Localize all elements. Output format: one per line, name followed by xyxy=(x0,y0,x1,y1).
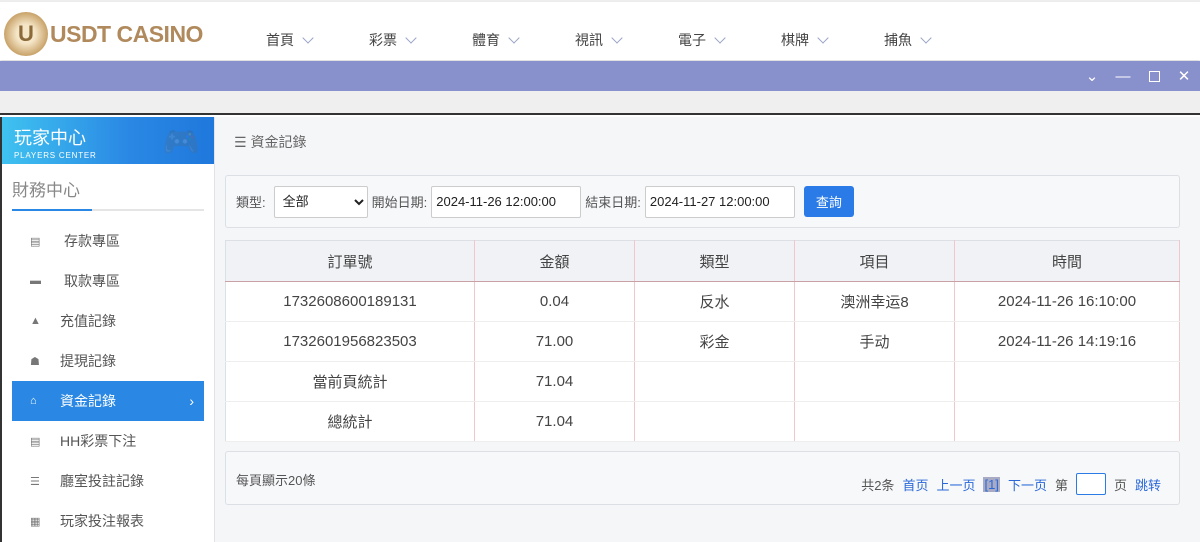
chevron-down-icon xyxy=(714,31,726,44)
page-suffix: 页 xyxy=(1113,477,1127,493)
breadcrumb: ☰ 資金記錄 xyxy=(234,134,307,150)
start-date-label: 開始日期: xyxy=(371,195,428,210)
sidebar-item-hall-bets[interactable]: ☰ 廳室投註記錄 xyxy=(30,473,144,489)
col-order-no: 訂單號 xyxy=(225,240,475,282)
type-select[interactable]: 全部 xyxy=(273,185,368,218)
sidebar-item-bet-report[interactable]: ▦ 玩家投注報表 xyxy=(30,513,144,529)
sidebar-subtitle: PLAYERS CENTER xyxy=(14,151,97,160)
logo-text: USDT CASINO xyxy=(50,20,203,47)
minimize-icon[interactable]: — xyxy=(1115,67,1131,85)
col-type: 類型 xyxy=(634,240,795,282)
nav-cards[interactable]: 棋牌 xyxy=(781,30,884,50)
page-prefix: 第 xyxy=(1054,477,1068,493)
chevron-down-icon xyxy=(405,31,417,44)
sidebar-menu: ▤ 存款專區 ▬ 取款專區 ▲ 充值記錄 ☗ 提現記錄 ⌂ 資金記錄 › ▤ HH彩票下注 ☰… xyxy=(12,221,204,541)
window-titlebar: ⌄ — ✕ xyxy=(0,61,1200,91)
menu-icon[interactable]: ☰ xyxy=(234,134,247,150)
chevron-down-icon xyxy=(817,31,829,44)
nav-sports[interactable]: 體育 xyxy=(472,30,575,50)
fund-records-table: 訂單號 金額 類型 項目 時間 1732608600189131 0.04 反水 澳洲… xyxy=(225,240,1180,442)
sidebar: 玩家中心 PLAYERS CENTER 🎮 財務中心 ▤ 存款專區 ▬ 取款專區 ▲… xyxy=(0,117,215,542)
toolbar-strip xyxy=(0,91,1200,115)
col-amount: 金額 xyxy=(474,240,635,282)
money-bag-icon: ▲ xyxy=(30,315,41,327)
card-icon: ▤ xyxy=(30,235,41,248)
sidebar-item-fund-records[interactable]: ⌂ 資金記錄 › xyxy=(12,381,204,421)
table-header: 訂單號 金額 類型 項目 時間 xyxy=(225,240,1180,282)
col-item: 項目 xyxy=(794,240,955,282)
page-total-row: 當前頁統計 71.04 xyxy=(225,361,1180,402)
maximize-icon[interactable] xyxy=(1139,61,1169,91)
sidebar-item-hh-lottery[interactable]: ▤ HH彩票下注 xyxy=(30,433,137,449)
chevron-down-icon[interactable]: ⌄ xyxy=(1085,68,1099,85)
checklist-icon: ☰ xyxy=(30,475,40,488)
wallet-icon: ☗ xyxy=(30,355,40,368)
filter-panel: 類型: 全部 開始日期: 結束日期: 查詢 xyxy=(225,175,1180,228)
prev-page-link[interactable]: 上一页 xyxy=(936,477,976,493)
query-button[interactable]: 查詢 xyxy=(803,186,854,217)
top-line xyxy=(0,0,1200,2)
close-icon[interactable]: ✕ xyxy=(1177,68,1191,85)
table-row: 1732601956823503 71.00 彩金 手动 2024-11-26 14:1… xyxy=(225,321,1180,362)
sidebar-item-deposit[interactable]: ▤ 存款專區 xyxy=(30,233,120,249)
gamepad-icon: 🎮 xyxy=(162,126,200,159)
sidebar-title: 玩家中心 xyxy=(14,128,86,148)
sidebar-item-withdraw-records[interactable]: ☗ 提現記錄 xyxy=(30,353,116,369)
type-label: 類型: xyxy=(236,195,266,210)
grand-total-row: 總統計 71.04 xyxy=(225,401,1180,442)
chevron-down-icon xyxy=(611,31,623,44)
end-date-label: 結束日期: xyxy=(585,195,641,210)
section-finance[interactable]: 財務中心 xyxy=(12,176,204,211)
house-icon: ⌂ xyxy=(30,395,37,407)
col-time: 時間 xyxy=(954,240,1180,282)
nav-live[interactable]: 視訊 xyxy=(575,30,678,50)
per-page-text: 每頁顯示20條 xyxy=(236,473,316,488)
chart-icon: ▦ xyxy=(30,515,41,528)
sidebar-item-recharge-records[interactable]: ▲ 充值記錄 xyxy=(30,313,116,329)
nav-slots[interactable]: 電子 xyxy=(678,30,781,50)
next-page-link[interactable]: 下一页 xyxy=(1007,477,1047,493)
go-button[interactable]: 跳转 xyxy=(1134,477,1161,493)
main-nav: 首頁 彩票 體育 視訊 電子 棋牌 捕魚 xyxy=(266,30,987,50)
logo[interactable]: U USDT CASINO xyxy=(4,12,203,56)
pagination: 共2条 首页 上一页 [1] 下一页 第 页 跳转 xyxy=(861,473,1161,495)
current-page: [1] xyxy=(983,476,1000,492)
total-count: 共2条 xyxy=(861,477,895,493)
logo-badge-icon: U xyxy=(4,12,48,56)
sidebar-item-withdraw[interactable]: ▬ 取款專區 xyxy=(30,273,120,289)
chevron-down-icon xyxy=(920,31,932,44)
list-icon: ▤ xyxy=(30,435,41,448)
table-row: 1732608600189131 0.04 反水 澳洲幸运8 2024-11-26 16… xyxy=(225,281,1180,322)
nav-fishing[interactable]: 捕魚 xyxy=(884,30,987,50)
first-page-link[interactable]: 首页 xyxy=(902,477,929,493)
players-center-header: 玩家中心 PLAYERS CENTER 🎮 xyxy=(2,117,214,164)
page-number-input[interactable] xyxy=(1075,473,1106,495)
start-date-input[interactable] xyxy=(431,185,582,218)
content-frame: 玩家中心 PLAYERS CENTER 🎮 財務中心 ▤ 存款專區 ▬ 取款專區 ▲… xyxy=(0,117,1200,542)
pagination-panel: 每頁顯示20條 共2条 首页 上一页 [1] 下一页 第 页 跳转 xyxy=(225,451,1180,505)
chevron-down-icon xyxy=(508,31,520,44)
chevron-down-icon xyxy=(302,31,314,44)
hand-cash-icon: ▬ xyxy=(30,275,41,287)
end-date-input[interactable] xyxy=(644,185,795,218)
nav-home[interactable]: 首頁 xyxy=(266,30,369,50)
nav-lottery[interactable]: 彩票 xyxy=(369,30,472,50)
chevron-right-icon: › xyxy=(189,393,194,409)
site-header: U USDT CASINO 首頁 彩票 體育 視訊 電子 棋牌 捕魚 xyxy=(0,2,1200,60)
